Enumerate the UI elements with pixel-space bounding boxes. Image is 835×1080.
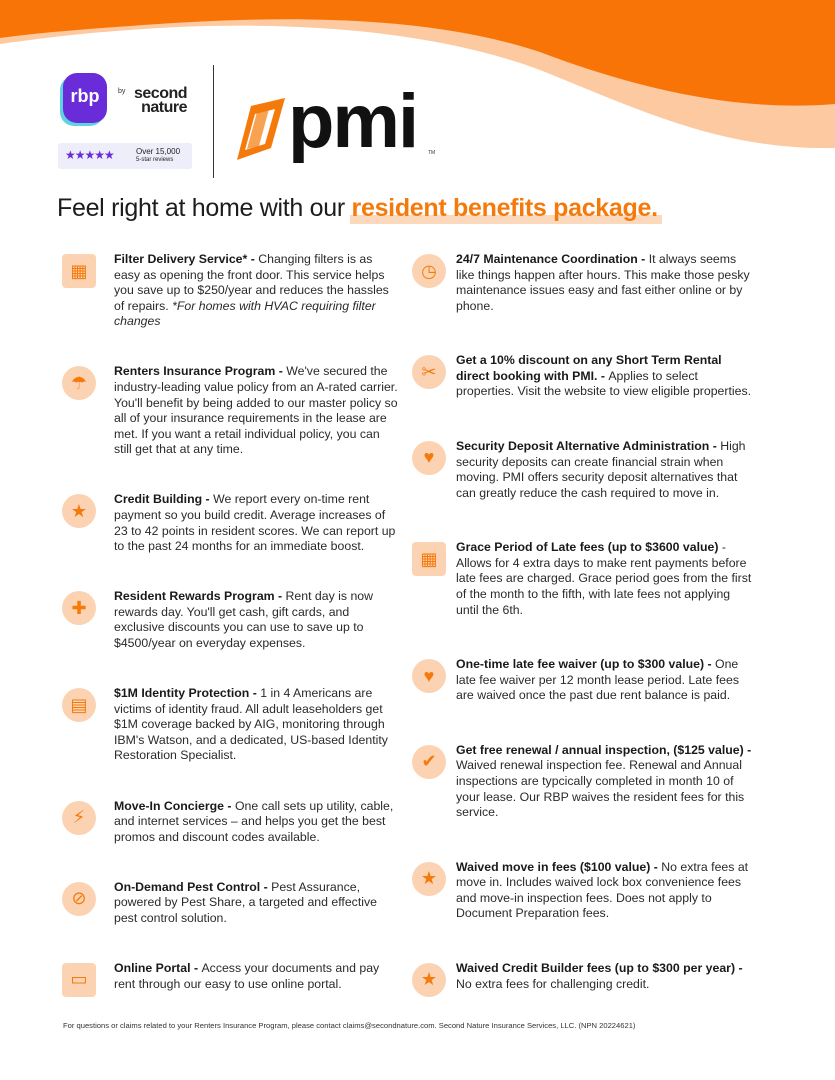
benefit-title: Resident Rewards Program - bbox=[114, 589, 286, 604]
rbp-logo: rbp bbox=[60, 70, 110, 126]
reviews-badge: ★★★★★ Over 15,000 5-star reviews bbox=[58, 143, 192, 169]
monitor-icon: ▭ bbox=[62, 962, 96, 997]
benefit-title: Security Deposit Alternative Administrat… bbox=[456, 438, 721, 453]
benefit-note: *For homes with HVAC requiring filter ch… bbox=[114, 298, 376, 329]
benefit-text: One-time late fee waiver (up to $300 val… bbox=[456, 657, 752, 704]
benefit-title: Get a 10% discount on any Short Term Ren… bbox=[456, 353, 722, 383]
benefit-text: Waived move in fees ($100 value) - No ex… bbox=[456, 860, 752, 922]
reviews-count: Over 15,000 bbox=[136, 147, 181, 156]
logo-divider bbox=[213, 65, 214, 178]
benefit-title: Filter Delivery Service* - bbox=[114, 252, 259, 266]
heart-hand-icon: ♥ bbox=[412, 659, 446, 694]
pmi-logo: pmi bbox=[288, 79, 419, 164]
benefit-text: $1M Identity Protection - 1 in 4 America… bbox=[114, 686, 398, 764]
header-wave bbox=[0, 0, 835, 149]
benefit-description: Access your documents and pay rent throu… bbox=[114, 960, 380, 991]
benefit-item: ▤ $1M Identity Protection - 1 in 4 Americ… bbox=[62, 686, 398, 764]
benefit-item: ⊘ On-Demand Pest Control - Pest Assurance… bbox=[62, 880, 398, 927]
benefit-description: We've secured the industry-leading value… bbox=[114, 364, 398, 457]
trademark: TM bbox=[428, 150, 436, 156]
discount-tag-icon: ✂ bbox=[412, 355, 446, 390]
stars-icon: ★★★★★ bbox=[65, 148, 115, 162]
clock-icon: ◷ bbox=[412, 254, 446, 288]
headline-highlight: resident benefits package. bbox=[351, 194, 659, 222]
benefit-description: Pest Assurance, powered by Pest Share, a… bbox=[114, 879, 377, 925]
benefit-description: Changing filters is as easy as opening t… bbox=[114, 252, 389, 313]
benefit-description: No extra fees for challenging credit. bbox=[456, 976, 650, 991]
benefit-text: Online Portal - Access your documents an… bbox=[114, 961, 398, 992]
credit-gauge-icon: ★ bbox=[412, 962, 446, 997]
reviews-label: 5-star reviews bbox=[136, 157, 174, 163]
benefit-text: Get free renewal / annual inspection, ($… bbox=[456, 743, 752, 821]
second-nature-logo: second nature bbox=[134, 85, 188, 116]
benefit-item: ★ Waived Credit Builder fees (up to $300 … bbox=[412, 961, 752, 997]
benefit-item: ★ Credit Building - We report every on-ti… bbox=[62, 492, 398, 554]
benefit-item: ◷ 24/7 Maintenance Coordination - It alwa… bbox=[412, 252, 752, 314]
benefit-title: 24/7 Maintenance Coordination - bbox=[456, 252, 649, 266]
benefit-text: Move-In Concierge - One call sets up uti… bbox=[114, 799, 398, 846]
benefit-item: ✔ Get free renewal / annual inspection, (… bbox=[412, 743, 752, 821]
utilities-icon: ⚡ bbox=[62, 800, 96, 835]
benefits-left-column: ▦ Filter Delivery Service* - Changing fil… bbox=[62, 252, 398, 997]
benefit-title: One-time late fee waiver (up to $300 val… bbox=[456, 657, 716, 672]
benefit-text: Resident Rewards Program - Rent day is n… bbox=[114, 589, 398, 651]
benefit-item: ✚ Resident Rewards Program - Rent day is … bbox=[62, 589, 398, 651]
inspection-magnifier-icon: ✔ bbox=[412, 744, 446, 779]
benefit-text: Filter Delivery Service* - Changing filt… bbox=[114, 252, 398, 330]
benefit-description: It always seems like things happen after… bbox=[456, 252, 750, 313]
benefit-title: Renters Insurance Program - bbox=[114, 364, 287, 379]
benefit-text: Credit Building - We report every on-tim… bbox=[114, 492, 398, 554]
credit-gauge-icon: ★ bbox=[62, 494, 96, 529]
no-bug-icon: ⊘ bbox=[62, 881, 96, 916]
heart-lock-icon: ♥ bbox=[412, 440, 446, 475]
benefit-title: On-Demand Pest Control - bbox=[114, 879, 272, 894]
benefit-text: 24/7 Maintenance Coordination - It alway… bbox=[456, 252, 752, 314]
benefit-description: 1 in 4 Americans are victims of identity… bbox=[114, 686, 388, 763]
benefit-item: ♥ Security Deposit Alternative Administra… bbox=[412, 439, 752, 501]
by-label: by bbox=[118, 88, 126, 95]
footer-disclaimer: For questions or claims related to your … bbox=[63, 1021, 636, 1030]
pmi-logo-mark-icon bbox=[237, 98, 285, 160]
benefit-description: - Allows for 4 extra days to make rent p… bbox=[456, 540, 752, 617]
benefit-description: One late fee waiver per 12 month lease p… bbox=[456, 657, 740, 703]
umbrella-house-icon: ☂ bbox=[62, 366, 96, 401]
headline: Feel right at home with our resident ben… bbox=[57, 194, 659, 222]
benefit-title: Waived move in fees ($100 value) - bbox=[456, 859, 662, 874]
benefit-title: Waived Credit Builder fees (up to $300 p… bbox=[456, 960, 743, 975]
benefit-description: Rent day is now rewards day. You'll get … bbox=[114, 589, 374, 651]
benefit-item: ☂ Renters Insurance Program - We've secur… bbox=[62, 364, 398, 458]
benefit-text: Security Deposit Alternative Administrat… bbox=[456, 439, 752, 501]
gift-icon: ✚ bbox=[62, 591, 96, 626]
benefit-description: Waived renewal inspection fee. Renewal a… bbox=[456, 758, 745, 820]
benefit-title: Move-In Concierge - bbox=[114, 798, 235, 813]
benefit-text: Renters Insurance Program - We've secure… bbox=[114, 364, 398, 458]
benefit-item: ▦ Filter Delivery Service* - Changing fil… bbox=[62, 252, 398, 330]
benefit-text: Grace Period of Late fees (up to $3600 v… bbox=[456, 540, 752, 618]
star-box-icon: ★ bbox=[412, 861, 446, 896]
air-filter-icon: ▦ bbox=[62, 254, 96, 288]
benefit-item: ✂ Get a 10% discount on any Short Term Re… bbox=[412, 353, 752, 400]
benefit-description: High security deposits can create financ… bbox=[456, 438, 746, 500]
benefit-title: Get free renewal / annual inspection, ($… bbox=[456, 742, 752, 757]
benefit-description: One call sets up utility, cable, and int… bbox=[114, 798, 394, 844]
calendar-icon: ▦ bbox=[412, 542, 446, 577]
benefit-title: Grace Period of Late fees (up to $3600 v… bbox=[456, 540, 722, 555]
benefit-item: ★ Waived move in fees ($100 value) - No e… bbox=[412, 860, 752, 922]
benefit-text: Waived Credit Builder fees (up to $300 p… bbox=[456, 961, 752, 992]
benefit-text: On-Demand Pest Control - Pest Assurance,… bbox=[114, 880, 398, 927]
benefit-text: Get a 10% discount on any Short Term Ren… bbox=[456, 353, 752, 400]
benefit-description: Applies to select properties. Visit the … bbox=[456, 368, 752, 399]
id-card-icon: ▤ bbox=[62, 688, 96, 723]
benefits-right-column: ◷ 24/7 Maintenance Coordination - It alwa… bbox=[412, 252, 752, 997]
benefit-description: No extra fees at move in. Includes waive… bbox=[456, 859, 749, 921]
benefit-description: We report every on-time rent payment so … bbox=[114, 492, 396, 554]
benefit-item: ▦ Grace Period of Late fees (up to $3600 … bbox=[412, 540, 752, 618]
benefit-item: ⚡ Move-In Concierge - One call sets up ut… bbox=[62, 799, 398, 846]
benefit-title: Credit Building - bbox=[114, 492, 214, 507]
benefit-title: $1M Identity Protection - bbox=[114, 686, 261, 701]
benefit-item: ▭ Online Portal - Access your documents a… bbox=[62, 961, 398, 997]
benefit-item: ♥ One-time late fee waiver (up to $300 va… bbox=[412, 657, 752, 704]
benefit-title: Online Portal - bbox=[114, 960, 202, 975]
